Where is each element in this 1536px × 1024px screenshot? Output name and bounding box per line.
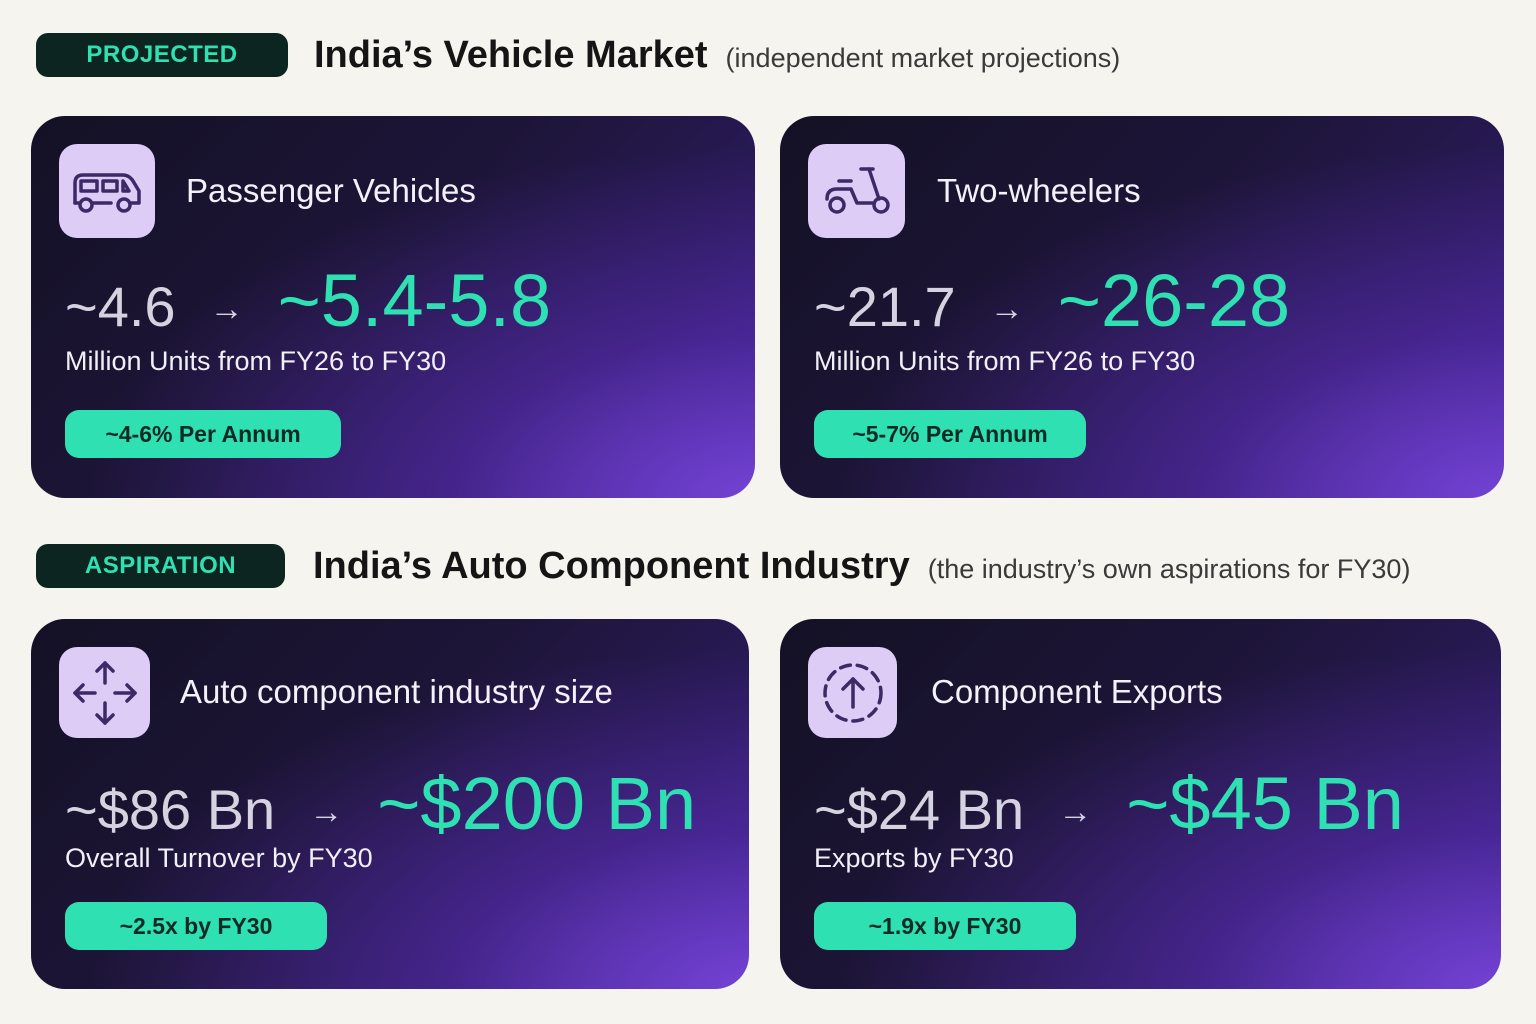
upload-circle-icon bbox=[808, 647, 897, 738]
card-title: Auto component industry size bbox=[180, 673, 613, 710]
card-title: Component Exports bbox=[931, 673, 1223, 710]
projected-subtitle: (independent market projections) bbox=[725, 42, 1121, 73]
scooter-icon bbox=[808, 144, 905, 238]
industry-size-card: Auto component industry size ~$86 Bn → ~… bbox=[31, 619, 749, 989]
component-exports-card: Component Exports ~$24 Bn → ~$45 Bn Expo… bbox=[780, 619, 1501, 989]
growth-badge: ~4-6% Per Annum bbox=[65, 410, 341, 458]
to-value: ~26-28 bbox=[1057, 259, 1291, 342]
growth-badge: ~2.5x by FY30 bbox=[65, 902, 327, 950]
value-description: Exports by FY30 bbox=[814, 843, 1014, 873]
expand-arrows-icon bbox=[59, 647, 150, 738]
from-value: ~$86 Bn bbox=[65, 778, 276, 841]
aspiration-subtitle: (the industry’s own aspirations for FY30… bbox=[927, 553, 1411, 584]
value-row: ~4.6 → ~5.4-5.8 bbox=[65, 258, 551, 343]
arrow-right-icon: → bbox=[309, 793, 344, 831]
arrow-right-icon: → bbox=[989, 290, 1024, 328]
aspiration-tag: ASPIRATION bbox=[36, 544, 285, 588]
value-row: ~$86 Bn → ~$200 Bn bbox=[65, 761, 696, 846]
projected-section-header: PROJECTED India’s Vehicle Market (indepe… bbox=[36, 33, 1120, 77]
value-row: ~$24 Bn → ~$45 Bn bbox=[814, 761, 1404, 846]
van-icon bbox=[59, 144, 155, 238]
aspiration-section-header: ASPIRATION India’s Auto Component Indust… bbox=[36, 544, 1410, 588]
projected-tag: PROJECTED bbox=[36, 33, 288, 77]
value-row: ~21.7 → ~26-28 bbox=[814, 258, 1290, 343]
value-description: Million Units from FY26 to FY30 bbox=[814, 346, 1196, 376]
to-value: ~$200 Bn bbox=[377, 762, 697, 845]
arrow-right-icon: → bbox=[1058, 793, 1093, 831]
from-value: ~$24 Bn bbox=[814, 778, 1025, 841]
from-value: ~4.6 bbox=[65, 275, 176, 338]
from-value: ~21.7 bbox=[814, 275, 956, 338]
card-title: Passenger Vehicles bbox=[186, 172, 476, 209]
aspiration-title: India’s Auto Component Industry bbox=[313, 544, 910, 587]
projected-title: India’s Vehicle Market bbox=[314, 33, 708, 76]
card-title: Two-wheelers bbox=[937, 172, 1141, 209]
to-value: ~$45 Bn bbox=[1126, 762, 1404, 845]
passenger-vehicles-card: Passenger Vehicles ~4.6 → ~5.4-5.8 Milli… bbox=[31, 116, 755, 498]
growth-badge: ~1.9x by FY30 bbox=[814, 902, 1076, 950]
two-wheelers-card: Two-wheelers ~21.7 → ~26-28 Million Unit… bbox=[780, 116, 1504, 498]
to-value: ~5.4-5.8 bbox=[277, 259, 552, 342]
arrow-right-icon: → bbox=[209, 290, 244, 328]
value-description: Overall Turnover by FY30 bbox=[65, 843, 373, 873]
growth-badge: ~5-7% Per Annum bbox=[814, 410, 1086, 458]
value-description: Million Units from FY26 to FY30 bbox=[65, 346, 447, 376]
